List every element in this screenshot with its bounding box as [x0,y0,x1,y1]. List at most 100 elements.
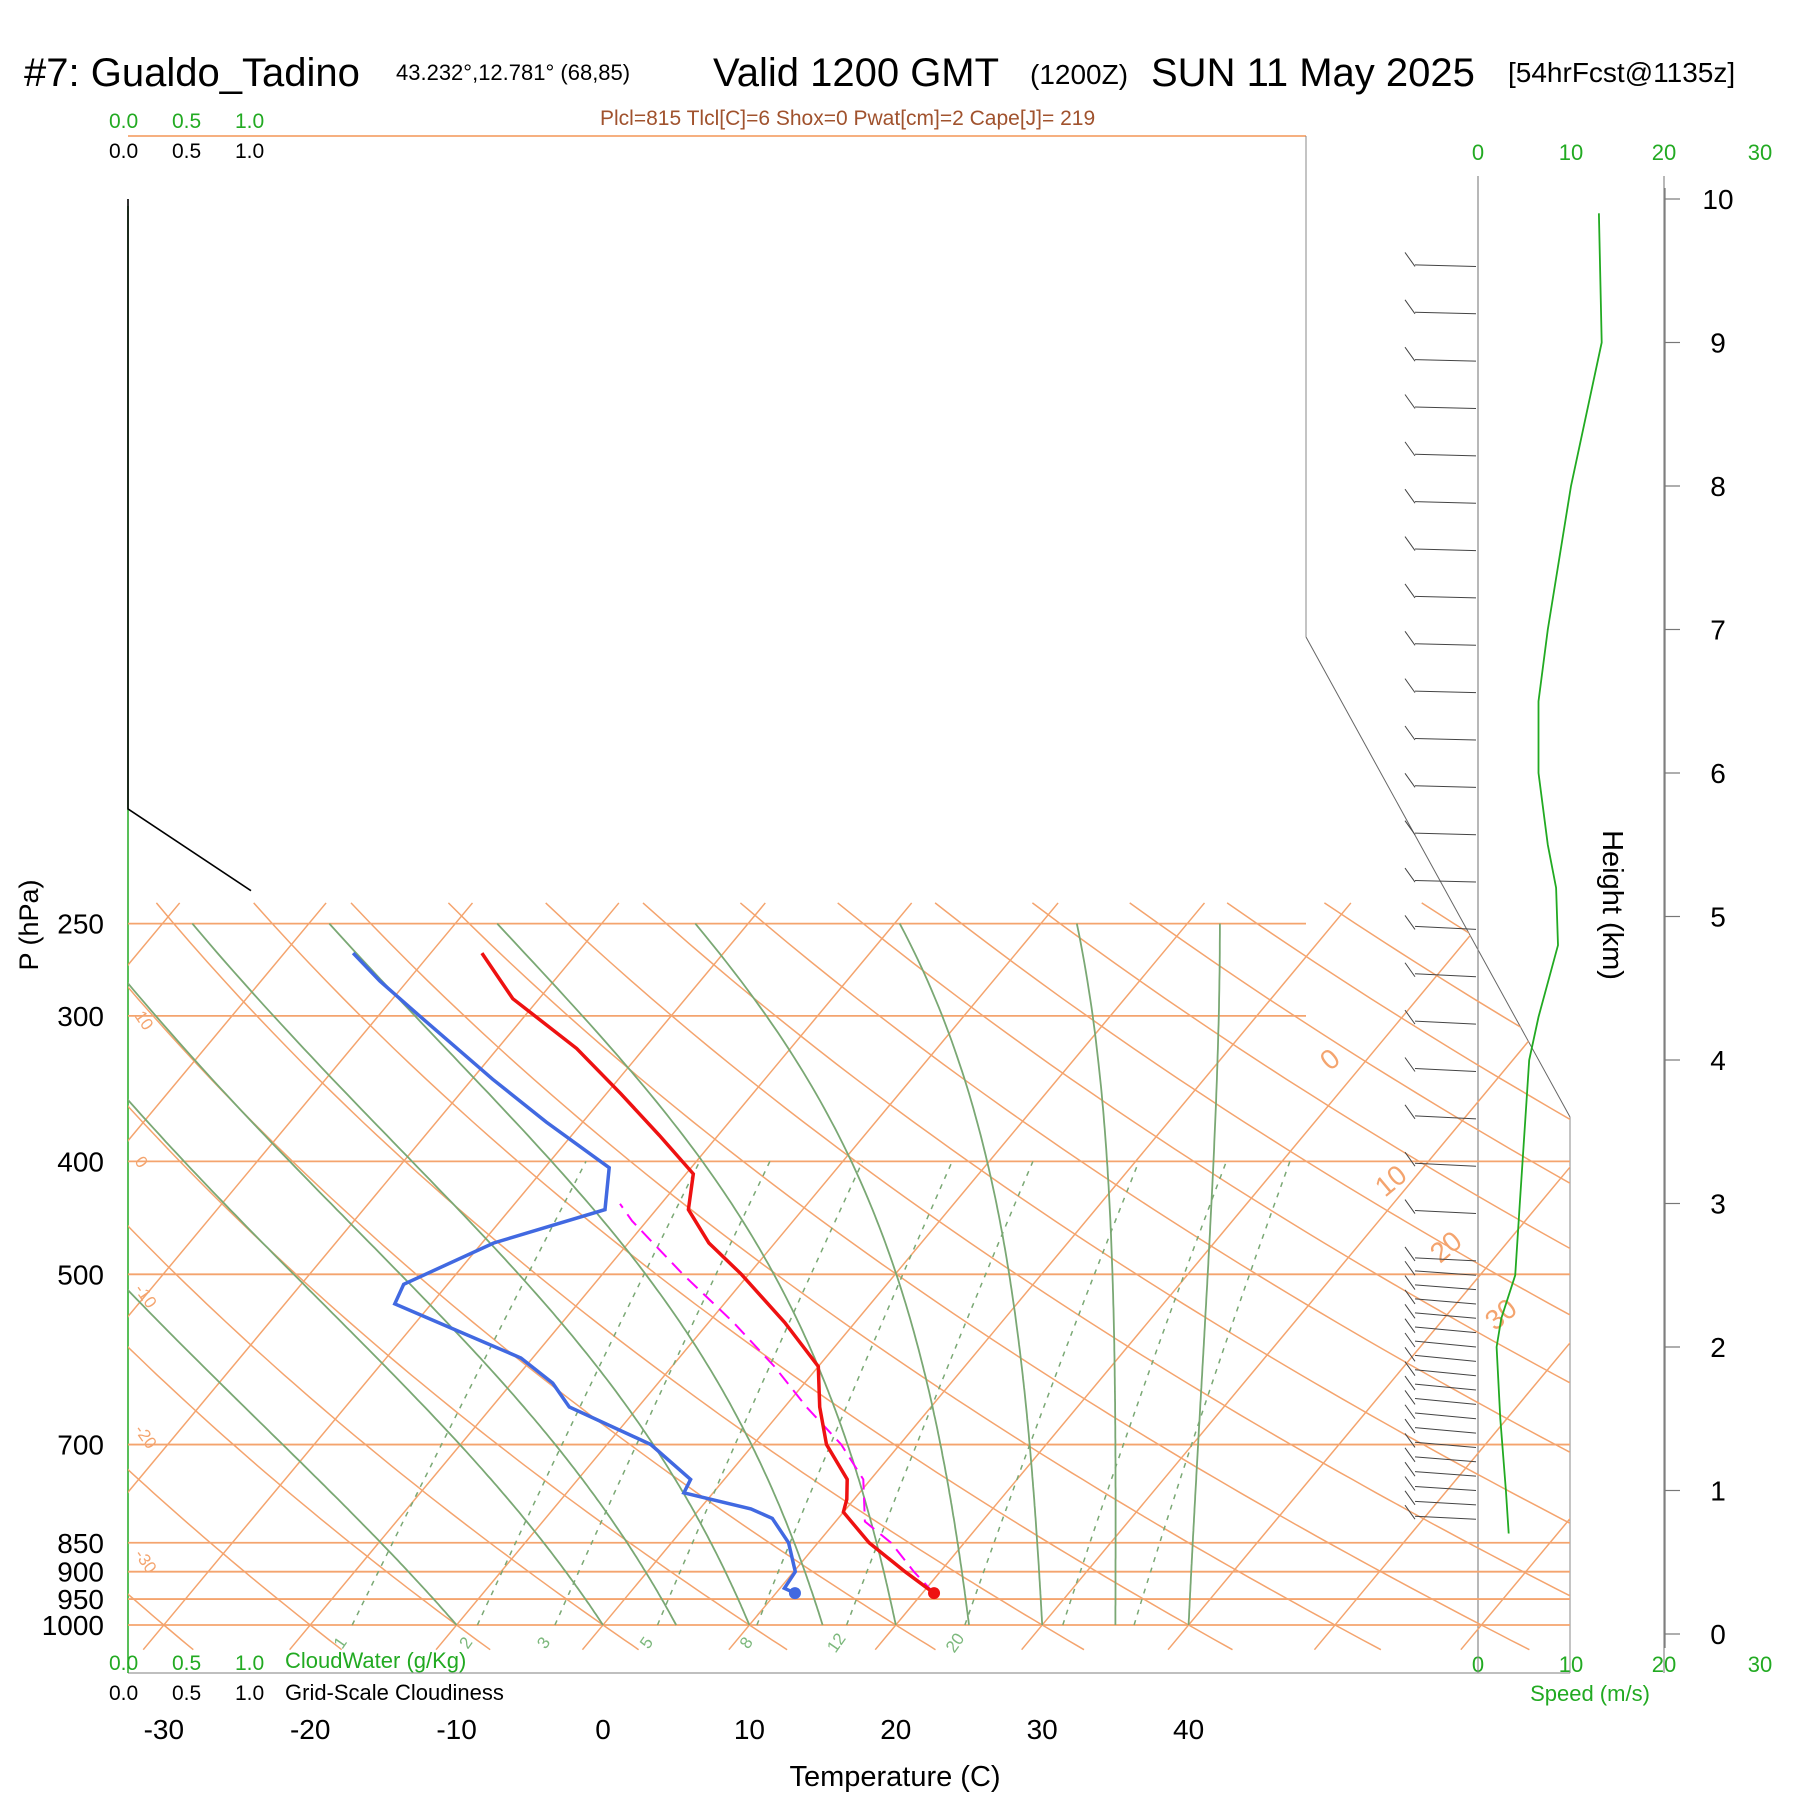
mixing-ratio-line [1133,1161,1291,1626]
moist-adiabat [128,923,604,1626]
height-tick-5: 5 [1710,902,1726,933]
wind-barb-flag [1404,1490,1416,1506]
wind-barb [1414,264,1477,267]
pressure-tick-900: 900 [57,1557,104,1588]
mixing-ratio-label: 20 [942,1630,968,1656]
moist-adiabat [496,922,897,1626]
wind-barb-flag [1404,299,1416,315]
wind-barb [1414,1162,1477,1167]
wind-barb [1414,1115,1477,1120]
wind-barb-flag [1404,1104,1416,1120]
temperature-tick-30: 30 [1027,1714,1058,1745]
wind-barb [1414,501,1477,504]
pressure-tick-250: 250 [57,909,104,940]
wind-barb [1414,643,1477,646]
wind-barb-flag [1404,1375,1416,1391]
wind-barb-flag [1404,583,1416,599]
dry-adiabat [837,902,1570,1651]
mixing-ratio-label: 8 [736,1633,757,1652]
dry-adiabat [739,902,1570,1651]
wind-barb [1414,973,1477,978]
isotherm-label: 20 [1424,1225,1468,1269]
wind-barb-flag [1404,441,1416,457]
wind-barb [1414,1515,1477,1520]
temperature-tick--20: -20 [290,1714,330,1745]
dry-adiabat [1031,902,1570,1651]
wind-barb-flag [1404,1151,1416,1167]
temperature-surface-marker [928,1587,941,1600]
moist-adiabat [694,923,970,1626]
moist-adiabat [191,923,751,1626]
wind-barb-flag [1404,1390,1416,1405]
wind-barb-flag [1404,536,1416,551]
valid-time: Valid 1200 GMT [713,51,999,95]
height-tick-8: 8 [1710,471,1726,502]
isotherm [1167,902,1570,1651]
grid-layer [0,902,1800,1651]
pressure-tick-1000: 1000 [42,1610,104,1641]
height-tick-7: 7 [1710,615,1726,646]
wind-barb [1414,1210,1477,1215]
speed-axis-label: Speed (m/s) [1530,1681,1650,1706]
wind-barb-flag [1404,394,1416,409]
isotherm-label: 0 [1314,1043,1346,1077]
wind-barb [1414,690,1477,694]
height-tick-4: 4 [1710,1045,1726,1076]
wind-barb [1414,1383,1477,1391]
wind-barb [1414,1456,1477,1463]
wind-barb-flag [1404,1199,1416,1214]
isotherm [128,902,327,1651]
dry-adiabat [934,902,1570,1651]
wind-barb-flag [1404,252,1416,267]
cloudwater-label: CloudWater (g/Kg) [285,1648,466,1673]
height-tick-10: 10 [1702,184,1733,215]
temperature-tick--30: -30 [144,1714,184,1745]
wind-barb [1414,1427,1477,1434]
wind-barb-flag [1404,1418,1416,1434]
dry-adiabat [642,902,1570,1651]
speed-tick-top-0: 0 [1472,140,1484,165]
wind-barb [1414,453,1477,457]
wind-barb-flag [1404,1504,1416,1520]
cloudiness-scale-top-1: 1.0 [235,140,264,163]
isotherm [435,902,1059,1651]
pressure-tick-950: 950 [57,1584,104,1615]
wind-barb [1414,595,1477,599]
wind-barb-flag [1404,1275,1416,1290]
mixing-ratio-line [964,1161,1140,1626]
wind-barb [1414,1369,1477,1377]
isotherm [1313,902,1570,1651]
dry-adiabat [1714,903,1800,1650]
wind-barb-flag [1404,1347,1416,1362]
wind-barb-flag [1404,1009,1416,1025]
wind-barb-flag [1404,1404,1416,1420]
mixing-ratio-label: 3 [533,1634,554,1653]
dry-adiabat [447,902,1530,1651]
speed-tick-bottom-30: 30 [1748,1652,1772,1677]
mixing-ratio-line [476,1161,701,1626]
cloudiness-scale-bottom-0: 0.0 [109,1682,138,1705]
isotherm [289,902,913,1651]
isotherm-label: -20 [131,1421,161,1452]
isotherm [0,903,33,1650]
wind-barb [1414,1412,1477,1420]
cloudiness-line [127,199,252,892]
height-tick-3: 3 [1710,1189,1726,1220]
cloudiness-scale-top-0: 0.0 [109,140,138,163]
mixing-ratio-line [554,1161,771,1626]
wind-barb [1414,1312,1477,1319]
isotherm-label: 10 [1369,1159,1413,1203]
wind-barb-flag [1404,1289,1416,1305]
wind-barb [1414,1500,1477,1506]
wind-barb-flag [1404,820,1416,835]
forecast-info: [54hrFcst@1135z] [1508,57,1735,88]
data-layer [127,199,1603,1600]
moist-adiabat [1187,923,1221,1626]
cloudwater-scale-bottom-1: 1.0 [235,1652,264,1675]
isotherm [728,902,1352,1651]
wind-barb [1414,1398,1477,1405]
isotherm-label: 30 [1479,1292,1523,1336]
wind-barb-flag [1404,773,1416,788]
valid-date: SUN 11 May 2025 [1151,51,1475,95]
wind-barb [1414,1326,1477,1334]
